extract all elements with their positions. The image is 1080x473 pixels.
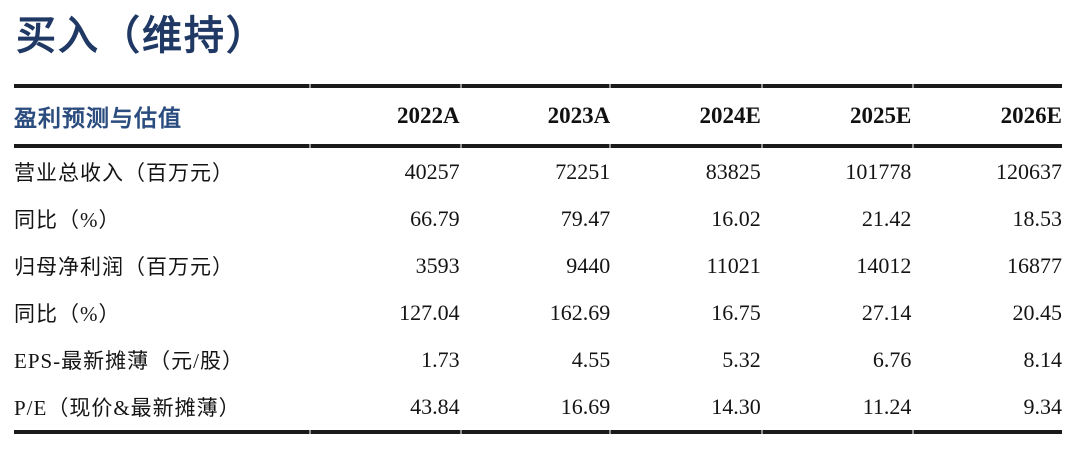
- table-title: 盈利预测与估值: [14, 106, 182, 131]
- title-divider-gap: [14, 66, 1062, 84]
- column-divider-tick: [460, 430, 462, 434]
- cell-value: 66.79: [410, 205, 460, 231]
- cell-value: 1.73: [421, 346, 460, 372]
- cell-value: 21.42: [861, 205, 912, 231]
- cell-value: 20.45: [1012, 299, 1063, 325]
- cell-value: 27.14: [861, 299, 912, 325]
- row-label: 同比（%）: [14, 301, 121, 326]
- cell-value: 43.84: [410, 393, 460, 419]
- column-divider-tick: [309, 84, 311, 88]
- forecast-table-header: 盈利预测与估值 2022A 2023A 2024E 2025E 2026E: [14, 88, 1062, 144]
- cell-value: 6.76: [872, 346, 912, 372]
- row-label: 营业总收入（百万元）: [14, 160, 234, 185]
- cell-value: 5.32: [722, 346, 761, 372]
- table-bottom-rule: [14, 430, 1062, 434]
- column-divider-tick: [761, 144, 763, 148]
- row-label: 归母净利润（百万元）: [14, 254, 234, 279]
- cell-value: 16.75: [711, 299, 761, 325]
- column-divider-tick: [460, 84, 462, 88]
- cell-value: 40257: [404, 158, 460, 184]
- cell-value: 4.55: [571, 346, 611, 372]
- table-row-net-profit-yoy: 同比（%） 127.04 162.69 16.75 27.14 20.45: [14, 289, 1062, 336]
- table-row-net-profit: 归母净利润（百万元） 3593 9440 11021 14012 16877: [14, 242, 1062, 289]
- cell-value: 9.34: [1023, 393, 1063, 419]
- cell-value: 11.24: [862, 393, 912, 419]
- column-divider-tick: [761, 430, 763, 434]
- table-top-rule: [14, 84, 1062, 88]
- cell-value: 72251: [555, 158, 611, 184]
- cell-value: 14.30: [711, 393, 761, 419]
- cell-value: 127.04: [399, 299, 460, 325]
- rating-title: 买入（维持）: [16, 13, 268, 58]
- cell-value: 120637: [996, 158, 1062, 184]
- table-row-pe: P/E（现价&最新摊薄） 43.84 16.69 14.30 11.24 9.3…: [14, 383, 1062, 430]
- column-header-2022a: 2022A: [396, 103, 460, 128]
- forecast-table-body: 营业总收入（百万元） 40257 72251 83825 101778 1206…: [14, 148, 1062, 430]
- table-row-revenue-yoy: 同比（%） 66.79 79.47 16.02 21.42 18.53: [14, 195, 1062, 242]
- row-label: P/E（现价&最新摊薄）: [14, 395, 241, 420]
- column-divider-tick: [912, 430, 914, 434]
- table-header-rule: [14, 144, 1062, 148]
- cell-value: 8.14: [1023, 346, 1063, 372]
- table-header-row: 盈利预测与估值 2022A 2023A 2024E 2025E 2026E: [14, 88, 1062, 144]
- cell-value: 162.69: [549, 299, 611, 325]
- column-header-2025e: 2025E: [850, 103, 912, 128]
- column-header-2026e: 2026E: [1000, 103, 1062, 128]
- column-divider-tick: [460, 144, 462, 148]
- column-divider-tick: [309, 144, 311, 148]
- column-divider-tick: [609, 144, 611, 148]
- row-label: 同比（%）: [14, 207, 121, 232]
- column-divider-tick: [912, 84, 914, 88]
- column-divider-tick: [912, 144, 914, 148]
- cell-value: 83825: [705, 158, 761, 184]
- cell-value: 16.02: [711, 205, 761, 231]
- column-header-2024e: 2024E: [699, 103, 761, 128]
- cell-value: 9440: [566, 252, 611, 278]
- cell-value: 101778: [845, 158, 912, 184]
- column-divider-tick: [609, 84, 611, 88]
- cell-value: 11021: [706, 252, 761, 278]
- column-divider-tick: [761, 84, 763, 88]
- cell-value: 16.69: [560, 393, 611, 419]
- cell-value: 79.47: [560, 205, 611, 231]
- cell-value: 3593: [415, 252, 460, 278]
- column-divider-tick: [309, 430, 311, 434]
- cell-value: 16877: [1007, 252, 1062, 278]
- column-divider-tick: [609, 430, 611, 434]
- column-header-2023a: 2023A: [547, 103, 611, 128]
- table-row-revenue: 营业总收入（百万元） 40257 72251 83825 101778 1206…: [14, 148, 1062, 195]
- cell-value: 14012: [856, 252, 912, 278]
- table-row-eps: EPS-最新摊薄（元/股） 1.73 4.55 5.32 6.76 8.14: [14, 336, 1062, 383]
- research-report-snippet: 买入（维持） 盈利预测与估值 2022A 2023A 2024E 2025E 2…: [0, 8, 1080, 473]
- cell-value: 18.53: [1012, 205, 1063, 231]
- row-label: EPS-最新摊薄（元/股）: [14, 348, 245, 373]
